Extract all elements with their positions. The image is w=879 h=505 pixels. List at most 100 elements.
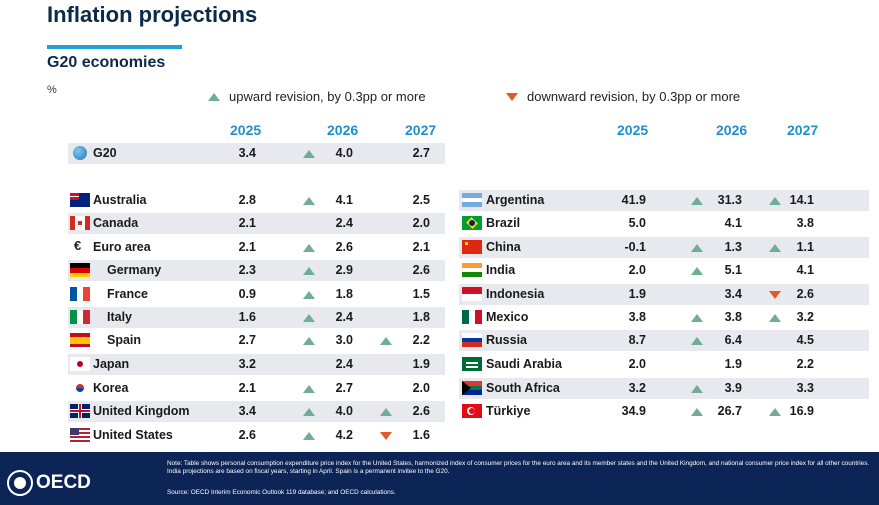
brazil-flag-icon — [462, 216, 482, 230]
table-row-south-africa: South Africa 3.2 3.9 3.3 — [459, 378, 869, 399]
right-year-2026: 2026 — [716, 122, 748, 138]
country-name: South Africa — [486, 381, 560, 395]
value-2027: 2.5 — [412, 193, 430, 207]
value-2026: 3.4 — [724, 287, 742, 301]
value-2027: 3.2 — [796, 310, 814, 324]
value-2026: 4.0 — [335, 404, 353, 418]
value-2025: 2.1 — [238, 381, 256, 395]
revision-2026-up-icon — [691, 337, 703, 345]
value-2026: 2.9 — [335, 263, 353, 277]
table-row-germany: Germany 2.3 2.9 2.6 — [68, 260, 445, 281]
table-row-mexico: Mexico 3.8 3.8 3.2 — [459, 307, 869, 328]
value-2025: 2.7 — [238, 333, 256, 347]
china-flag-icon — [462, 240, 482, 254]
value-2027: 2.2 — [412, 333, 430, 347]
value-2025: 3.4 — [238, 404, 256, 418]
spain-flag-icon — [70, 333, 90, 347]
left-year-2025: 2025 — [230, 122, 262, 138]
title-underline — [47, 45, 182, 49]
value-2027: 1.8 — [412, 310, 430, 324]
united-states-flag-icon — [70, 428, 90, 442]
value-2027: 3.3 — [796, 381, 814, 395]
value-2025: 3.2 — [628, 381, 646, 395]
page-subtitle: G20 economies — [47, 54, 166, 71]
table-row-india: India 2.0 5.1 4.1 — [459, 260, 869, 281]
revision-2027-up-icon — [769, 244, 781, 252]
value-2026: 1.3 — [724, 240, 742, 254]
value-2026: 2.4 — [335, 357, 353, 371]
table-row-canada: Canada 2.1 2.4 2.0 — [68, 213, 445, 234]
value-2026: 4.1 — [724, 216, 742, 230]
country-name: China — [486, 240, 521, 254]
revision-2027-down-icon — [380, 432, 392, 440]
revision-2026-up-icon — [691, 197, 703, 205]
united-kingdom-flag-icon — [70, 404, 90, 418]
country-name: Russia — [486, 333, 527, 347]
value-2025: 2.1 — [238, 240, 256, 254]
value-2025: 8.7 — [628, 333, 646, 347]
value-2025: 2.8 — [238, 193, 256, 207]
country-name: Spain — [107, 333, 142, 347]
value-2025: 2.0 — [628, 357, 646, 371]
revision-2026-up-icon — [303, 197, 315, 205]
value-2025: 0.9 — [238, 287, 256, 301]
legend-upward-label: upward revision, by 0.3pp or more — [229, 89, 426, 104]
table-row-spain: Spain 2.7 3.0 2.2 — [68, 330, 445, 351]
value-2027: 1.9 — [412, 357, 430, 371]
value-2026: 1.8 — [335, 287, 353, 301]
triangle-up-icon — [208, 92, 220, 101]
value-2025: 2.1 — [238, 216, 256, 230]
value-2027: 4.1 — [796, 263, 814, 277]
value-2026: 2.7 — [335, 381, 353, 395]
mexico-flag-icon — [462, 310, 482, 324]
revision-2027-up-icon — [769, 408, 781, 416]
country-name: Australia — [93, 193, 147, 207]
italy-flag-icon — [70, 310, 90, 324]
value-2027: 2.2 — [796, 357, 814, 371]
value-2026: 2.4 — [335, 216, 353, 230]
value-2026: 3.0 — [335, 333, 353, 347]
value-2026: 4.1 — [335, 193, 353, 207]
legend-upward: upward revision, by 0.3pp or more — [208, 89, 426, 104]
country-name: Japan — [93, 357, 130, 371]
revision-2026-up-icon — [303, 337, 315, 345]
country-name: United States — [93, 428, 173, 442]
revision-2026-up-icon — [691, 314, 703, 322]
table-row-australia: Australia 2.8 4.1 2.5 — [68, 190, 445, 211]
table-row-g20: G20 3.4 4.0 2.7 — [68, 143, 445, 164]
value-2027: 2.1 — [412, 240, 430, 254]
left-year-2026: 2026 — [327, 122, 359, 138]
australia-flag-icon — [70, 193, 90, 207]
oecd-logo-text: OECD — [36, 472, 91, 493]
revision-2026-up-icon — [303, 150, 315, 158]
revision-2027-up-icon — [380, 337, 392, 345]
country-name: Italy — [107, 310, 133, 324]
unit-label: % — [47, 84, 57, 96]
country-name: Mexico — [486, 310, 529, 324]
country-name: Argentina — [486, 193, 545, 207]
value-2025: 2.6 — [238, 428, 256, 442]
euro-icon: € — [74, 240, 82, 253]
revision-2026-up-icon — [691, 408, 703, 416]
revision-2027-up-icon — [769, 314, 781, 322]
revision-2026-up-icon — [303, 314, 315, 322]
country-name: G20 — [93, 146, 117, 160]
oecd-logo-icon — [7, 470, 33, 496]
value-2025: 3.2 — [238, 357, 256, 371]
triangle-down-icon — [506, 92, 518, 101]
table-row-saudi-arabia: Saudi Arabia 2.0 1.9 2.2 — [459, 354, 869, 375]
page-title: Inflation projections — [47, 2, 258, 27]
value-2027: 3.8 — [796, 216, 814, 230]
value-2027: 2.7 — [412, 146, 430, 160]
value-2026: 26.7 — [717, 404, 742, 418]
revision-2027-down-icon — [769, 291, 781, 299]
value-2025: 2.0 — [628, 263, 646, 277]
country-name: Germany — [107, 263, 162, 277]
revision-2027-up-icon — [769, 197, 781, 205]
legend-downward-label: downward revision, by 0.3pp or more — [527, 89, 741, 104]
left-year-2027: 2027 — [405, 122, 437, 138]
germany-flag-icon — [70, 263, 90, 277]
value-2027: 1.5 — [412, 287, 430, 301]
value-2026: 1.9 — [724, 357, 742, 371]
right-year-2025: 2025 — [617, 122, 649, 138]
